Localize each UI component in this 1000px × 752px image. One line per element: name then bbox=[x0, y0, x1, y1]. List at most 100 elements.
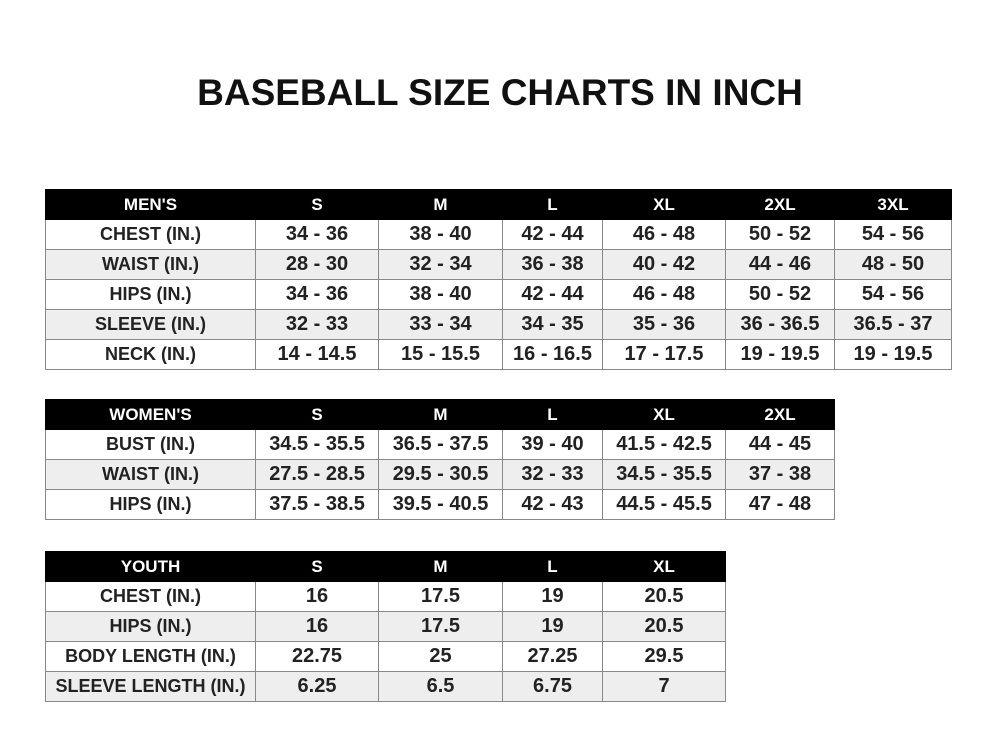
page-title: BASEBALL SIZE CHARTS IN INCH bbox=[197, 72, 803, 113]
size-value: 15 - 15.5 bbox=[378, 339, 503, 370]
size-header: L bbox=[502, 551, 603, 582]
table-row: HIPS (IN.) 34 - 36 38 - 40 42 - 44 46 - 48 50… bbox=[45, 279, 952, 310]
size-value: 32 - 33 bbox=[255, 309, 379, 340]
measurement-label: WAIST (IN.) bbox=[45, 459, 256, 490]
youth-size-table: YOUTH S M L XL CHEST (IN.) 16 17.5 19 20.5 HIPS (I… bbox=[45, 551, 726, 702]
size-value: 38 - 40 bbox=[378, 219, 503, 250]
size-value: 44 - 46 bbox=[725, 249, 835, 280]
size-header: L bbox=[502, 399, 603, 430]
size-value: 34 - 36 bbox=[255, 279, 379, 310]
size-header: S bbox=[255, 551, 379, 582]
header-row: MEN'S S M L XL 2XL 3XL bbox=[45, 189, 952, 220]
header-row: WOMEN'S S M L XL 2XL bbox=[45, 399, 835, 430]
size-value: 39.5 - 40.5 bbox=[378, 489, 503, 520]
table-row: HIPS (IN.) 16 17.5 19 20.5 bbox=[45, 611, 726, 642]
measurement-label: HIPS (IN.) bbox=[45, 279, 256, 310]
size-value: 42 - 44 bbox=[502, 279, 603, 310]
table-row: WAIST (IN.) 28 - 30 32 - 34 36 - 38 40 - 42 4… bbox=[45, 249, 952, 280]
size-header: S bbox=[255, 189, 379, 220]
size-value: 28 - 30 bbox=[255, 249, 379, 280]
size-value: 17.5 bbox=[378, 581, 503, 612]
size-value: 44 - 45 bbox=[725, 429, 835, 460]
table-row: BODY LENGTH (IN.) 22.75 25 27.25 29.5 bbox=[45, 641, 726, 672]
table-row: NECK (IN.) 14 - 14.5 15 - 15.5 16 - 16.5 17 … bbox=[45, 339, 952, 370]
size-value: 54 - 56 bbox=[834, 219, 952, 250]
size-value: 42 - 43 bbox=[502, 489, 603, 520]
size-value: 34 - 35 bbox=[502, 309, 603, 340]
measurement-label: HIPS (IN.) bbox=[45, 611, 256, 642]
size-value: 46 - 48 bbox=[602, 279, 726, 310]
size-value: 47 - 48 bbox=[725, 489, 835, 520]
size-header: 3XL bbox=[834, 189, 952, 220]
size-value: 19 - 19.5 bbox=[725, 339, 835, 370]
table-row: HIPS (IN.) 37.5 - 38.5 39.5 - 40.5 42 - 43 4… bbox=[45, 489, 835, 520]
measurement-label: HIPS (IN.) bbox=[45, 489, 256, 520]
size-value: 16 bbox=[255, 611, 379, 642]
size-value: 34.5 - 35.5 bbox=[602, 459, 726, 490]
size-value: 46 - 48 bbox=[602, 219, 726, 250]
table-row: CHEST (IN.) 34 - 36 38 - 40 42 - 44 46 - 48 5… bbox=[45, 219, 952, 250]
size-value: 19 bbox=[502, 581, 603, 612]
size-value: 44.5 - 45.5 bbox=[602, 489, 726, 520]
size-value: 36.5 - 37 bbox=[834, 309, 952, 340]
size-value: 32 - 33 bbox=[502, 459, 603, 490]
size-value: 37.5 - 38.5 bbox=[255, 489, 379, 520]
table-row: CHEST (IN.) 16 17.5 19 20.5 bbox=[45, 581, 726, 612]
category-header: WOMEN'S bbox=[45, 399, 256, 430]
size-value: 29.5 - 30.5 bbox=[378, 459, 503, 490]
measurement-label: CHEST (IN.) bbox=[45, 581, 256, 612]
size-value: 48 - 50 bbox=[834, 249, 952, 280]
size-header: XL bbox=[602, 399, 726, 430]
measurement-label: CHEST (IN.) bbox=[45, 219, 256, 250]
size-value: 34 - 36 bbox=[255, 219, 379, 250]
size-value: 50 - 52 bbox=[725, 279, 835, 310]
size-value: 38 - 40 bbox=[378, 279, 503, 310]
size-value: 6.75 bbox=[502, 671, 603, 702]
measurement-label: BUST (IN.) bbox=[45, 429, 256, 460]
size-value: 27.5 - 28.5 bbox=[255, 459, 379, 490]
measurement-label: SLEEVE (IN.) bbox=[45, 309, 256, 340]
size-value: 19 - 19.5 bbox=[834, 339, 952, 370]
size-header: S bbox=[255, 399, 379, 430]
size-value: 41.5 - 42.5 bbox=[602, 429, 726, 460]
size-value: 32 - 34 bbox=[378, 249, 503, 280]
header-row: YOUTH S M L XL bbox=[45, 551, 726, 582]
size-header: 2XL bbox=[725, 189, 835, 220]
size-value: 27.25 bbox=[502, 641, 603, 672]
size-header: M bbox=[378, 189, 503, 220]
size-value: 33 - 34 bbox=[378, 309, 503, 340]
size-header: L bbox=[502, 189, 603, 220]
category-header: MEN'S bbox=[45, 189, 256, 220]
size-header: XL bbox=[602, 189, 726, 220]
size-value: 25 bbox=[378, 641, 503, 672]
table-row: SLEEVE LENGTH (IN.) 6.25 6.5 6.75 7 bbox=[45, 671, 726, 702]
size-value: 16 - 16.5 bbox=[502, 339, 603, 370]
size-value: 16 bbox=[255, 581, 379, 612]
size-value: 14 - 14.5 bbox=[255, 339, 379, 370]
womens-size-table: WOMEN'S S M L XL 2XL BUST (IN.) 34.5 - 35.5 36.5… bbox=[45, 399, 835, 520]
measurement-label: NECK (IN.) bbox=[45, 339, 256, 370]
size-value: 36 - 36.5 bbox=[725, 309, 835, 340]
category-header: YOUTH bbox=[45, 551, 256, 582]
size-value: 6.5 bbox=[378, 671, 503, 702]
size-value: 54 - 56 bbox=[834, 279, 952, 310]
size-value: 29.5 bbox=[602, 641, 726, 672]
size-value: 40 - 42 bbox=[602, 249, 726, 280]
size-header: M bbox=[378, 399, 503, 430]
size-value: 19 bbox=[502, 611, 603, 642]
size-value: 36 - 38 bbox=[502, 249, 603, 280]
measurement-label: WAIST (IN.) bbox=[45, 249, 256, 280]
size-value: 34.5 - 35.5 bbox=[255, 429, 379, 460]
size-value: 20.5 bbox=[602, 611, 726, 642]
size-value: 6.25 bbox=[255, 671, 379, 702]
size-value: 50 - 52 bbox=[725, 219, 835, 250]
table-row: SLEEVE (IN.) 32 - 33 33 - 34 34 - 35 35 - 36… bbox=[45, 309, 952, 340]
size-header: M bbox=[378, 551, 503, 582]
size-value: 42 - 44 bbox=[502, 219, 603, 250]
size-value: 7 bbox=[602, 671, 726, 702]
size-header: XL bbox=[602, 551, 726, 582]
size-header: 2XL bbox=[725, 399, 835, 430]
size-value: 20.5 bbox=[602, 581, 726, 612]
size-value: 17.5 bbox=[378, 611, 503, 642]
size-value: 22.75 bbox=[255, 641, 379, 672]
